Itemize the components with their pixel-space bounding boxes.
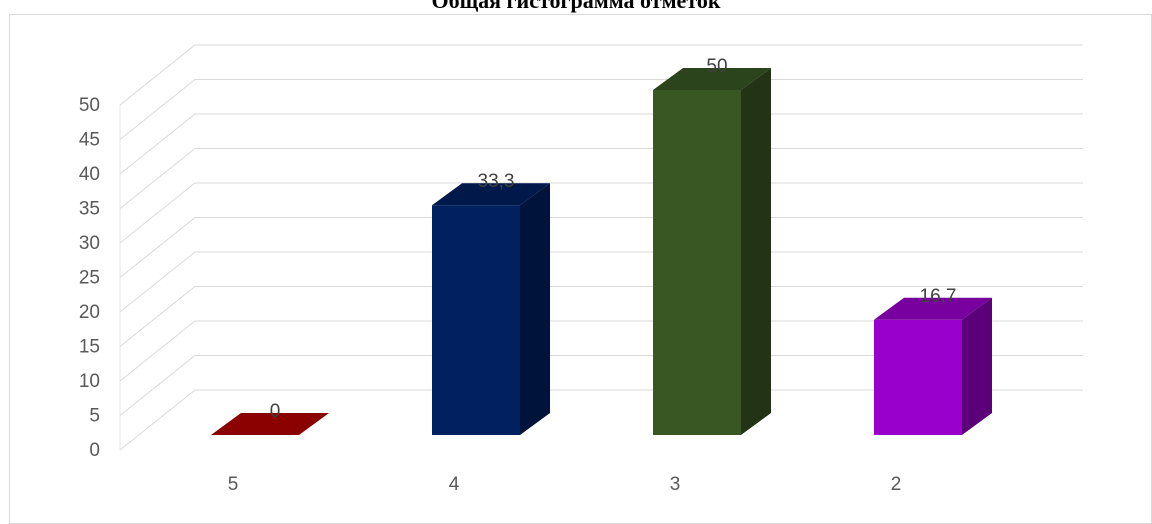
y-tick-label: 30: [79, 233, 100, 254]
bar-5: [211, 413, 329, 435]
data-label: 16,7: [920, 286, 957, 307]
bar-3: [653, 68, 771, 435]
bar-side: [520, 183, 550, 435]
bar-chart: 0 5 10 15 20 25 30 35 40 45 50 0 33,3 50 16,7 5 4 3 2: [79, 44, 1083, 495]
gridline: [119, 320, 1083, 382]
y-tick-label: 35: [79, 199, 100, 220]
bar-front: [432, 205, 520, 435]
y-tick-label: 0: [89, 440, 100, 461]
y-tick-label: 40: [79, 164, 100, 185]
x-axis: 5 4 3 2: [228, 474, 902, 495]
gridline: [119, 79, 1083, 140]
gridline: [119, 286, 1083, 347]
bar-front: [653, 90, 741, 435]
gridline: [119, 148, 1083, 209]
gridline: [119, 182, 1083, 244]
bar-top: [432, 183, 550, 206]
y-axis: 0 5 10 15 20 25 30 35 40 45 50: [79, 95, 100, 461]
gridline: [119, 113, 1083, 175]
bar-top: [874, 297, 992, 320]
bar-2: [874, 297, 992, 435]
bars: [211, 68, 992, 435]
gridline: [119, 389, 1083, 451]
bar-front: [874, 319, 962, 435]
x-tick-label: 2: [891, 474, 902, 495]
grid-layer: [119, 44, 1083, 451]
bar-side: [741, 68, 771, 435]
bar-4: [432, 183, 550, 435]
chart-title: Общая гистограмма отметок: [431, 0, 721, 13]
gridline: [119, 44, 1083, 106]
data-label: 0: [270, 401, 281, 422]
gridline: [119, 355, 1083, 416]
gridline: [119, 217, 1083, 278]
y-tick-label: 10: [79, 371, 100, 392]
data-labels: 0 33,3 50 16,7: [270, 56, 957, 422]
x-tick-label: 4: [449, 474, 460, 495]
y-tick-label: 20: [79, 302, 100, 323]
gridline: [119, 251, 1083, 313]
y-tick-label: 45: [79, 130, 100, 151]
data-label: 50: [706, 56, 727, 77]
y-tick-label: 50: [79, 95, 100, 116]
y-tick-label: 25: [79, 268, 100, 289]
y-tick-label: 5: [89, 406, 100, 427]
x-tick-label: 5: [228, 474, 239, 495]
bar-top: [211, 413, 329, 435]
data-label: 33,3: [478, 171, 515, 192]
y-tick-label: 15: [79, 337, 100, 358]
bar-side: [962, 297, 992, 435]
x-tick-label: 3: [670, 474, 681, 495]
bar-top: [653, 68, 771, 90]
